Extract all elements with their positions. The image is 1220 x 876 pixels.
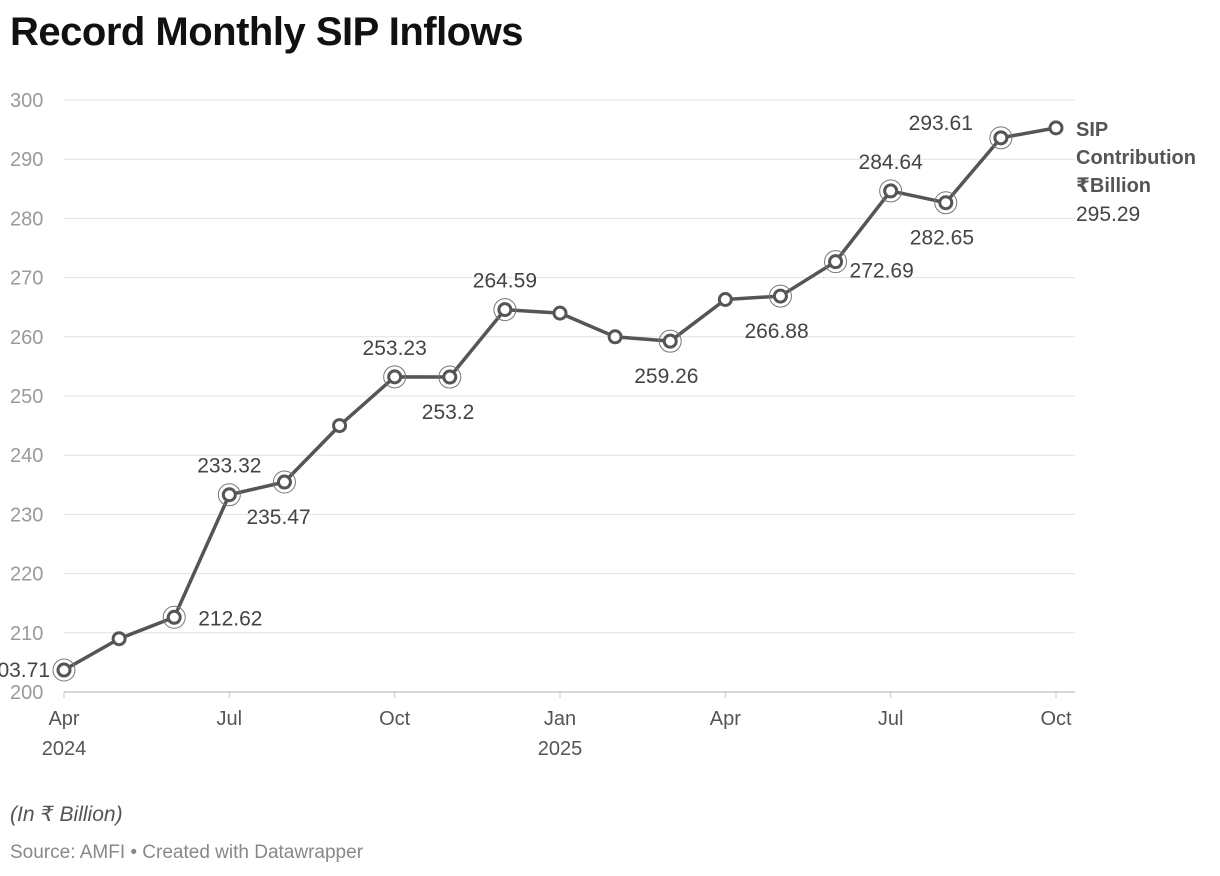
data-label: 203.71 (0, 659, 50, 682)
highlight-ring (272, 470, 296, 494)
x-tick-label: Jan (544, 708, 576, 730)
data-point (166, 609, 182, 625)
data-point (662, 333, 678, 349)
data-point (387, 369, 403, 385)
x-tick-label: Apr (710, 708, 741, 730)
x-tick-year-label: 2025 (538, 738, 583, 760)
data-labels: 203.71 212.62 233.32 235.47 253.23 253.2 264.5… (0, 112, 1196, 682)
highlight-ring (989, 126, 1013, 150)
highlight-ring (934, 191, 958, 215)
data-label: 235.47 (246, 506, 310, 529)
series-name-label: Contribution (1076, 147, 1196, 169)
data-point (938, 195, 954, 211)
chart-title: Record Monthly SIP Inflows (10, 10, 523, 54)
x-tick-label: Jul (217, 708, 243, 730)
highlight-ring (658, 329, 682, 353)
series-layer (52, 120, 1064, 682)
data-label: 272.69 (850, 260, 914, 283)
y-tick-label: 270 (10, 268, 43, 290)
data-label: 253.2 (422, 401, 475, 424)
x-axis: Apr 2024 Jul Oct Jan 2025 Apr Jul Oct (42, 692, 1072, 760)
data-label: 264.59 (473, 270, 537, 293)
data-point (221, 487, 237, 503)
data-point (442, 369, 458, 385)
x-tick-label: Oct (1040, 708, 1072, 730)
highlight-ring (217, 483, 241, 507)
data-label: 212.62 (198, 607, 262, 630)
gridlines (64, 99, 1075, 693)
y-tick-label: 260 (10, 327, 43, 349)
line-chart: 200 210 220 230 240 250 260 270 280 290 300 Apr 202… (0, 90, 1196, 760)
y-tick-label: 280 (10, 208, 43, 230)
x-tick-label: Apr (48, 708, 79, 730)
data-point (772, 288, 788, 304)
x-tick-label: Oct (379, 708, 411, 730)
y-tick-label: 230 (10, 504, 43, 526)
series-line (62, 126, 1058, 672)
x-tick-year-label: 2024 (42, 738, 87, 760)
data-point (993, 130, 1009, 146)
chart-notes: (In ₹ Billion) (10, 803, 123, 826)
y-tick-label: 200 (10, 682, 43, 704)
data-point (111, 631, 127, 647)
data-label: 293.61 (909, 112, 973, 135)
series-end-value-label: 295.29 (1076, 203, 1140, 226)
data-point (332, 418, 348, 434)
highlight-ring (162, 605, 186, 629)
y-tick-label: 210 (10, 623, 43, 645)
data-point (607, 329, 623, 345)
series-name-label: ₹Billion (1076, 175, 1151, 197)
y-tick-label: 300 (10, 90, 43, 112)
data-point (883, 183, 899, 199)
data-point (1048, 120, 1064, 136)
x-tick-label: Jul (878, 708, 904, 730)
highlight-ring (879, 179, 903, 203)
data-point (552, 305, 568, 321)
series-name-label: SIP (1076, 119, 1108, 141)
data-label: 233.32 (197, 455, 261, 478)
data-label: 282.65 (910, 227, 974, 250)
data-label: 259.26 (634, 365, 698, 388)
y-tick-label: 290 (10, 149, 43, 171)
data-label: 253.23 (363, 337, 427, 360)
highlight-ring (383, 365, 407, 389)
highlight-ring (493, 298, 517, 322)
data-label: 284.64 (859, 151, 924, 174)
highlight-ring (768, 284, 792, 308)
chart-source: Source: AMFI • Created with Datawrapper (10, 842, 364, 863)
highlight-ring (52, 658, 76, 682)
data-point (56, 662, 72, 678)
y-axis: 200 210 220 230 240 250 260 270 280 290 300 (10, 90, 43, 704)
data-point (828, 254, 844, 270)
data-point (497, 302, 513, 318)
data-label: 266.88 (744, 320, 808, 343)
data-point (717, 292, 733, 308)
y-tick-label: 250 (10, 386, 43, 408)
y-tick-label: 240 (10, 445, 43, 467)
y-tick-label: 220 (10, 564, 43, 586)
highlight-ring (824, 250, 848, 274)
data-point (276, 474, 292, 490)
highlight-ring (438, 365, 462, 389)
